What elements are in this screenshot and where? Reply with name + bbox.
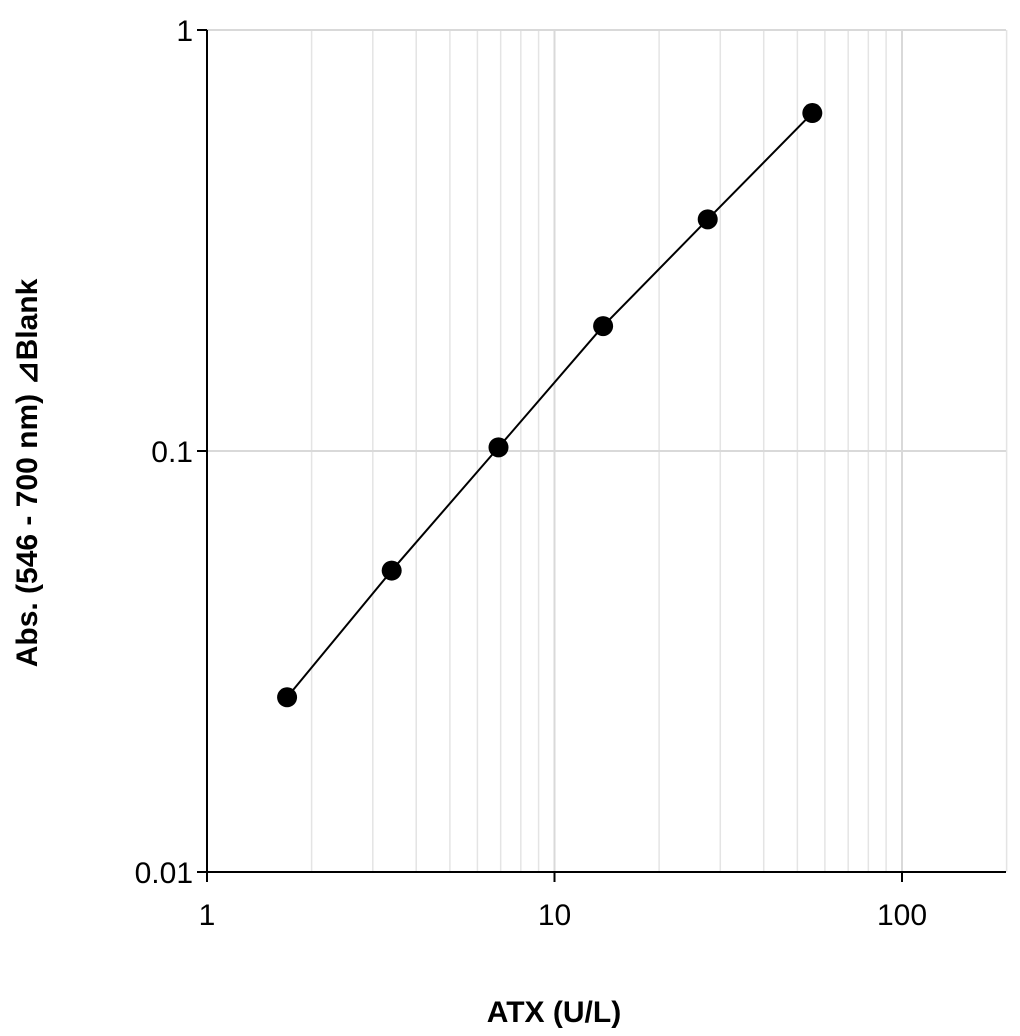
data-point	[697, 209, 718, 230]
axes	[197, 29, 1006, 882]
tick-labels: 0.01 0.1 1 1 10 100	[135, 15, 927, 932]
y-tick-label: 0.01	[135, 857, 193, 890]
grid	[207, 29, 1008, 872]
y-tick-label: 0.1	[151, 436, 193, 469]
x-tick-label: 100	[877, 899, 927, 932]
y-axis-title: Abs. (546 - 700 nm) ⊿Blank	[11, 278, 44, 667]
data-point	[488, 437, 509, 458]
series-line	[286, 112, 814, 698]
x-tick-label: 1	[199, 899, 216, 932]
data-point	[593, 316, 614, 337]
y-tick-label: 1	[176, 15, 193, 48]
x-tick-label: 10	[538, 899, 571, 932]
data-point	[277, 687, 298, 708]
x-axis-title: ATX (U/L)	[487, 996, 621, 1029]
data-point	[802, 103, 823, 124]
series-group	[277, 103, 823, 708]
data-point	[381, 560, 402, 581]
